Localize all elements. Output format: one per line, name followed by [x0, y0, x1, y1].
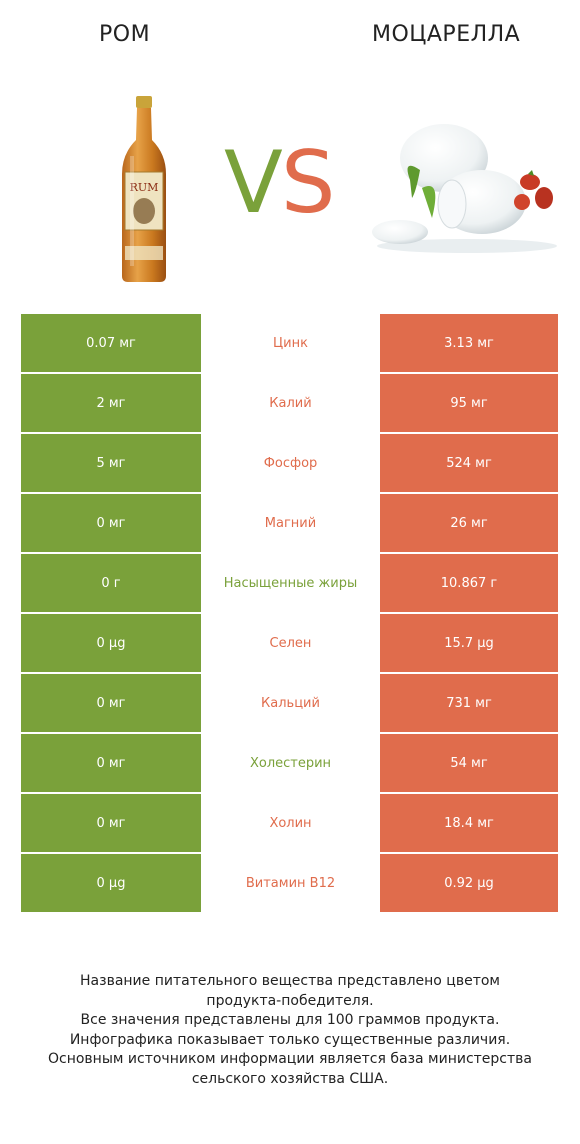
table-row: 0 мг Холестерин 54 мг: [21, 733, 558, 794]
right-value: 731 мг: [380, 673, 558, 733]
table-row: 5 мг Фосфор 524 мг: [21, 433, 558, 494]
footer-line: продукта-победителя.: [206, 992, 374, 1009]
left-value: 0 µg: [21, 853, 201, 913]
right-value: 26 мг: [380, 493, 558, 553]
comparison-table: 0.07 мг Цинк 3.13 мг 2 мг Калий 95 мг 5 мг Фосф…: [21, 314, 558, 914]
table-row: 0.07 мг Цинк 3.13 мг: [21, 314, 558, 374]
right-value: 10.867 г: [380, 553, 558, 613]
footer-note: Название питательного вещества представл…: [20, 972, 560, 1089]
footer-line: сельского хозяйства США.: [191, 1070, 389, 1087]
table-row: 0 г Насыщенные жиры 10.867 г: [21, 553, 558, 614]
left-value: 0.07 мг: [21, 314, 201, 373]
right-value: 54 мг: [380, 733, 558, 793]
left-value: 0 мг: [21, 493, 201, 553]
vs-v-letter: V: [224, 133, 283, 233]
footer-line: Основным источником информации является …: [48, 1051, 532, 1067]
table-row: 0 мг Магний 26 мг: [21, 493, 558, 554]
left-value: 0 µg: [21, 613, 201, 673]
nutrient-name: Холестерин: [201, 733, 380, 794]
footer-line: Название питательного вещества представл…: [80, 973, 500, 989]
mozzarella-image: [372, 124, 557, 253]
right-value: 18.4 мг: [380, 793, 558, 853]
nutrient-name: Селен: [201, 613, 380, 674]
right-product-title: МОЦАРЕЛЛА: [372, 22, 521, 47]
right-value: 15.7 µg: [380, 613, 558, 673]
rum-bottle-image: RUM: [122, 96, 166, 282]
table-row: 0 µg Витамин B12 0.92 µg: [21, 853, 558, 914]
table-row: 0 мг Кальций 731 мг: [21, 673, 558, 734]
left-product-title: РОМ: [99, 22, 151, 47]
nutrient-name: Фосфор: [201, 433, 380, 494]
table-row: 0 мг Холин 18.4 мг: [21, 793, 558, 854]
right-value: 3.13 мг: [380, 314, 558, 373]
table-row: 0 µg Селен 15.7 µg: [21, 613, 558, 674]
bottle-label-text: RUM: [130, 181, 159, 194]
left-value: 0 мг: [21, 793, 201, 853]
nutrient-name: Цинк: [201, 314, 380, 374]
footer-line: Инфографика показывает только существенн…: [69, 1031, 511, 1048]
table-row: 2 мг Калий 95 мг: [21, 373, 558, 434]
left-value: 0 г: [21, 553, 201, 613]
footer-line: Все значения представлены для 100 граммо…: [80, 1012, 500, 1028]
left-value: 0 мг: [21, 673, 201, 733]
nutrient-name: Кальций: [201, 673, 380, 734]
right-value: 524 мг: [380, 433, 558, 493]
vs-s-letter: S: [280, 133, 336, 233]
nutrient-name: Витамин B12: [201, 853, 380, 914]
left-value: 5 мг: [21, 433, 201, 493]
nutrient-name: Насыщенные жиры: [201, 553, 380, 614]
right-value: 95 мг: [380, 373, 558, 433]
vs-label: VS: [224, 140, 335, 226]
nutrient-name: Магний: [201, 493, 380, 554]
left-value: 2 мг: [21, 373, 201, 433]
nutrient-name: Холин: [201, 793, 380, 854]
right-value: 0.92 µg: [380, 853, 558, 913]
nutrient-name: Калий: [201, 373, 380, 434]
left-value: 0 мг: [21, 733, 201, 793]
